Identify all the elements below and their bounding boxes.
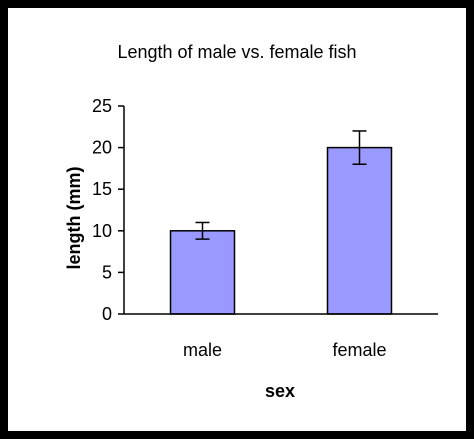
bar-chart: Length of male vs. female fish length (m… [64, 42, 438, 401]
bar-female [326, 146, 393, 315]
y-tick-label: 0 [102, 304, 112, 324]
x-axis-categories: male female [183, 340, 387, 360]
y-axis-title: length (mm) [64, 167, 84, 270]
y-tick-label: 20 [92, 138, 112, 158]
y-axis-ticks: 0 5 10 15 20 25 [92, 96, 124, 324]
x-category-label-female: female [332, 340, 386, 360]
y-tick-label: 5 [102, 262, 112, 282]
y-tick-label: 15 [92, 179, 112, 199]
y-tick-label: 25 [92, 96, 112, 116]
chart-title: Length of male vs. female fish [117, 42, 356, 62]
error-bar-female [352, 130, 367, 165]
x-axis-title: sex [265, 381, 295, 401]
chart-frame: Length of male vs. female fish length (m… [8, 8, 466, 431]
y-tick-label: 10 [92, 221, 112, 241]
bar-male [169, 230, 236, 315]
x-category-label-male: male [183, 340, 222, 360]
error-bar-male [195, 221, 210, 240]
error-bars [195, 130, 367, 240]
bars [169, 146, 393, 315]
